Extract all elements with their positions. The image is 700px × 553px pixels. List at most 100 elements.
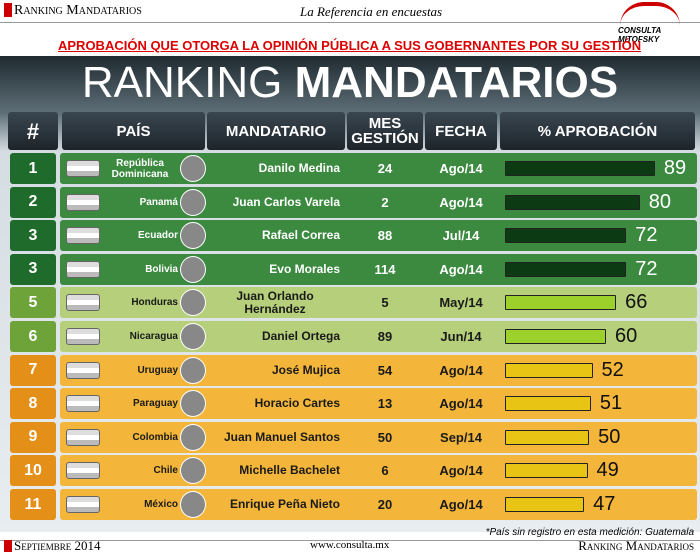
photo	[180, 491, 206, 518]
title-light: RANKING	[81, 58, 283, 107]
approval-bar	[505, 497, 585, 512]
country: Honduras	[131, 297, 178, 309]
months: 2	[381, 194, 389, 210]
date: Sep/14	[440, 429, 482, 445]
rank: 8	[10, 388, 56, 420]
photo	[180, 255, 206, 283]
country: República Dominicana	[111, 157, 169, 180]
photo	[180, 423, 206, 451]
approval-bar	[505, 261, 627, 277]
rank: 3	[10, 253, 56, 285]
approval-label: 49	[596, 459, 619, 482]
column-header: FECHA	[425, 112, 497, 150]
flag	[66, 428, 100, 446]
approval-label: 80	[648, 190, 671, 213]
logo: CONSULTA MITOFSKY	[618, 26, 661, 44]
leader: Juan Carlos Varela	[232, 194, 340, 209]
flag	[66, 462, 100, 480]
bottom-strip	[0, 540, 700, 553]
photo	[180, 356, 206, 384]
photo	[180, 155, 206, 182]
banner-title: RANKING MANDATARIOS	[0, 58, 700, 108]
approval-label: 50	[598, 425, 621, 448]
approval-label: 51	[599, 392, 623, 415]
column-header: PAÍS	[62, 112, 205, 150]
photo	[180, 188, 206, 216]
leader: Juan Orlando Hernández	[236, 288, 314, 316]
date: Jul/14	[442, 228, 480, 244]
approval-label: 52	[601, 358, 624, 381]
photo	[180, 323, 206, 350]
approval-label: 66	[625, 291, 648, 314]
months: 13	[377, 396, 393, 412]
photo	[180, 390, 206, 418]
date: Ago/14	[439, 194, 483, 210]
months: 89	[377, 329, 393, 344]
country: Panamá	[139, 196, 178, 208]
leader: Horacio Cartes	[254, 396, 340, 411]
red-mark	[4, 540, 12, 552]
photo	[180, 222, 206, 250]
date: Ago/14	[439, 261, 483, 277]
approval-label: 60	[614, 325, 638, 347]
rank: 2	[10, 186, 56, 218]
flag	[66, 193, 100, 211]
approval-bar	[505, 362, 593, 378]
top-strip	[0, 0, 700, 23]
row-background	[60, 455, 697, 487]
date: Ago/14	[439, 497, 483, 512]
date: Ago/14	[439, 396, 483, 412]
leader: José Mujica	[271, 362, 340, 377]
months: 54	[377, 362, 393, 378]
approval-bar	[505, 194, 640, 210]
approval-bar	[505, 463, 588, 479]
rank: 9	[10, 421, 56, 453]
approval-label: 47	[593, 493, 616, 515]
row-background	[60, 421, 697, 453]
country: Paraguay	[132, 398, 178, 410]
months: 24	[377, 161, 393, 176]
flag	[66, 227, 100, 245]
red-mark	[4, 3, 12, 17]
date: Ago/14	[439, 463, 483, 479]
country: Ecuador	[137, 230, 178, 242]
flag	[66, 496, 100, 513]
country: Colombia	[132, 431, 178, 443]
date: Jun/14	[440, 329, 482, 344]
rank: 3	[10, 220, 56, 252]
flag	[66, 361, 100, 379]
months: 20	[377, 497, 393, 512]
country: Bolivia	[145, 263, 178, 275]
footnote: *País sin registro en esta medición: Gua…	[485, 527, 694, 538]
approval-bar	[505, 295, 617, 311]
flag	[66, 328, 100, 345]
approval-bar	[505, 228, 627, 244]
rank: 1	[10, 153, 56, 184]
approval-label: 89	[663, 157, 687, 179]
leader: Daniel Ortega	[261, 329, 340, 343]
logo-mark	[620, 2, 680, 26]
approval-bar	[505, 429, 590, 445]
approval-bar	[505, 396, 591, 412]
flag	[66, 294, 100, 312]
months: 6	[381, 463, 389, 479]
column-header: #	[8, 112, 58, 150]
title-bold: MANDATARIOS	[294, 58, 619, 107]
top-left: Ranking Mandatarios	[14, 3, 142, 18]
approval-bar	[505, 161, 655, 176]
leader: Enrique Peña Nieto	[229, 497, 340, 511]
subtitle: APROBACIÓN QUE OTORGA LA OPINIÓN PÚBLICA…	[58, 38, 642, 53]
flag	[66, 260, 100, 278]
approval-bar	[505, 329, 607, 344]
leader: Rafael Correa	[261, 228, 340, 243]
flag	[66, 395, 100, 413]
country: Nicaragua	[129, 331, 178, 342]
months: 5	[381, 295, 389, 311]
leader: Evo Morales	[269, 261, 340, 276]
rank: 7	[10, 354, 56, 386]
date: May/14	[439, 295, 483, 311]
tagline: La Referencia en encuestas	[300, 4, 443, 19]
rank: 11	[10, 489, 56, 520]
photo	[180, 457, 206, 485]
